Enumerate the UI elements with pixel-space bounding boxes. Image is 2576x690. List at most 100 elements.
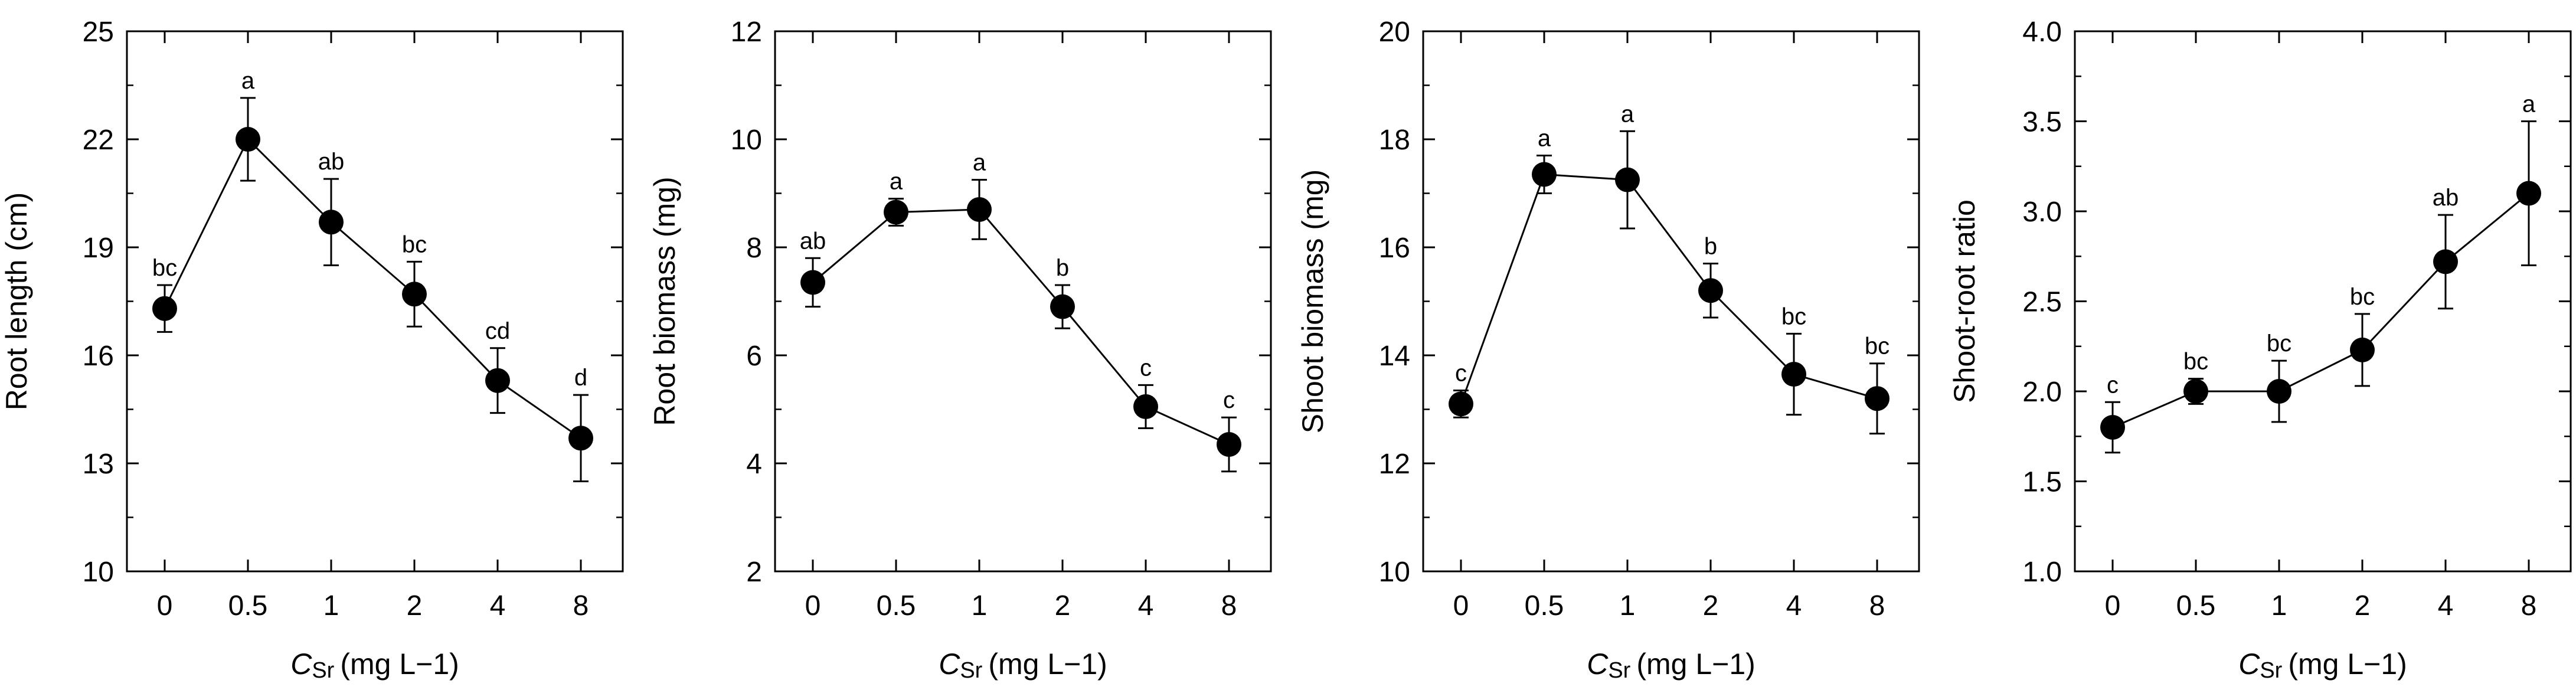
y-tick-label: 2.5 — [2022, 287, 2062, 318]
significance-letter: c — [2107, 372, 2119, 398]
x-axis-label: CSr (mg L−1) — [2238, 648, 2407, 683]
y-tick-label: 16 — [1379, 233, 1410, 264]
data-point — [1698, 278, 1723, 303]
x-tick-label: 4 — [490, 590, 506, 622]
x-axis-label: CSr (mg L−1) — [939, 648, 1107, 683]
data-point — [2267, 379, 2291, 404]
y-tick-label: 2.0 — [2022, 377, 2062, 408]
x-tick-label: 8 — [573, 590, 589, 622]
y-tick-label: 10 — [731, 125, 762, 156]
data-point — [1050, 294, 1075, 319]
x-axis-label-var: C — [290, 648, 312, 681]
significance-letter: ab — [318, 149, 345, 175]
data-point — [2183, 379, 2208, 404]
y-tick-label: 4 — [746, 449, 762, 480]
significance-letter: b — [1056, 255, 1069, 281]
y-tick-label: 6 — [746, 341, 762, 372]
panel-root-length: 10 13 16 19 22 25 0 0.5 1 2 4 8 Root length (cm) CSr(… — [0, 17, 624, 683]
y-tick-label: 4.0 — [2022, 17, 2062, 48]
x-tick-label: 0 — [805, 590, 821, 622]
y-tick-label: 20 — [1379, 17, 1410, 48]
x-axis-label-sub: Sr — [960, 658, 982, 683]
x-tick-label: 4 — [1786, 590, 1802, 622]
significance-letter: c — [1223, 387, 1235, 413]
x-tick-label: 4 — [1138, 590, 1154, 622]
x-axis-label-var: C — [939, 648, 960, 681]
x-axis-label-sub: Sr — [312, 658, 334, 683]
x-tick-label: 2 — [2355, 590, 2371, 622]
y-tick-label: 12 — [731, 17, 762, 48]
y-axis-label: Shoot-root ratio — [1948, 200, 1981, 403]
significance-letter: a — [973, 150, 986, 176]
x-tick-label: 4 — [2438, 590, 2454, 622]
y-tick-label: 10 — [83, 557, 114, 588]
panel-shoot-root-ratio: 1.0 1.5 2.0 2.5 3.0 3.5 4.0 0 0.5 1 2 4 8 Shoot-root … — [1948, 17, 2572, 683]
x-tick-label: 0.5 — [228, 590, 268, 622]
data-point — [2350, 337, 2375, 362]
data-point — [152, 296, 177, 321]
data-point — [1217, 431, 1241, 457]
data-point — [568, 426, 593, 451]
x-axis-label: CSr (mg L−1) — [1587, 648, 1756, 683]
data-point — [1133, 394, 1158, 419]
x-axis-label: CSr (mg L−1) — [290, 648, 459, 683]
y-tick-label: 18 — [1379, 125, 1410, 156]
y-tick-label: 22 — [83, 125, 114, 156]
x-tick-label: 8 — [1869, 590, 1885, 622]
x-axis-label-units: (mg L−1) — [988, 648, 1107, 681]
x-axis-label-units: (mg L−1) — [2288, 648, 2407, 681]
x-tick-label: 8 — [1221, 590, 1237, 622]
y-tick-label: 3.0 — [2022, 197, 2062, 228]
significance-letter: bc — [2183, 349, 2208, 375]
y-tick-label: 10 — [1379, 557, 1410, 588]
y-tick-label: 14 — [1379, 341, 1410, 372]
x-tick-label: 0 — [2105, 590, 2121, 622]
data-point — [1865, 386, 1889, 411]
significance-letter: bc — [2350, 284, 2375, 310]
significance-letter: b — [1704, 233, 1717, 259]
significance-letter: bc — [1865, 333, 1889, 359]
y-tick-label: 1.5 — [2022, 467, 2062, 498]
y-tick-label: 8 — [746, 233, 762, 264]
plot-frame — [2074, 30, 2572, 573]
significance-letter: bc — [2267, 331, 2291, 357]
significance-letter: a — [241, 68, 255, 94]
significance-letter: a — [890, 169, 903, 195]
x-tick-label: 1 — [323, 590, 339, 622]
y-tick-label: 25 — [83, 17, 114, 48]
significance-letter: cd — [485, 318, 510, 344]
data-point — [1781, 362, 1806, 387]
significance-letter: bc — [1781, 303, 1806, 329]
significance-letter: ab — [2433, 185, 2459, 211]
series-line — [2112, 192, 2529, 429]
x-tick-label: 0.5 — [1525, 590, 1564, 622]
x-tick-label: 2 — [407, 590, 423, 622]
data-point — [884, 200, 908, 225]
data-point — [402, 282, 427, 307]
x-axis-label-units: (mg L−1) — [1636, 648, 1755, 681]
x-axis-label-units: (mg L−1) — [340, 648, 459, 681]
y-axis-label: Root length (cm) — [0, 192, 33, 411]
data-point — [2516, 181, 2541, 206]
data-point — [967, 197, 992, 222]
y-tick-label: 13 — [83, 449, 114, 480]
significance-letter: ab — [800, 228, 826, 254]
y-tick-label: 16 — [83, 341, 114, 372]
x-axis-label-sub: Sr — [1608, 658, 1630, 683]
data-point — [2100, 415, 2125, 440]
data-point — [800, 270, 825, 295]
y-tick-label: 2 — [746, 557, 762, 588]
significance-letter: bc — [402, 231, 427, 257]
x-tick-label: 1 — [1620, 590, 1636, 622]
data-point — [1615, 167, 1640, 192]
data-point — [1449, 391, 1473, 417]
data-point — [236, 127, 260, 152]
significance-letter: d — [574, 365, 587, 391]
data-point — [319, 210, 344, 235]
x-tick-label: 2 — [1055, 590, 1071, 622]
significance-letter: c — [1455, 360, 1467, 386]
x-tick-label: 0 — [157, 590, 173, 622]
series-line — [1460, 173, 1878, 404]
